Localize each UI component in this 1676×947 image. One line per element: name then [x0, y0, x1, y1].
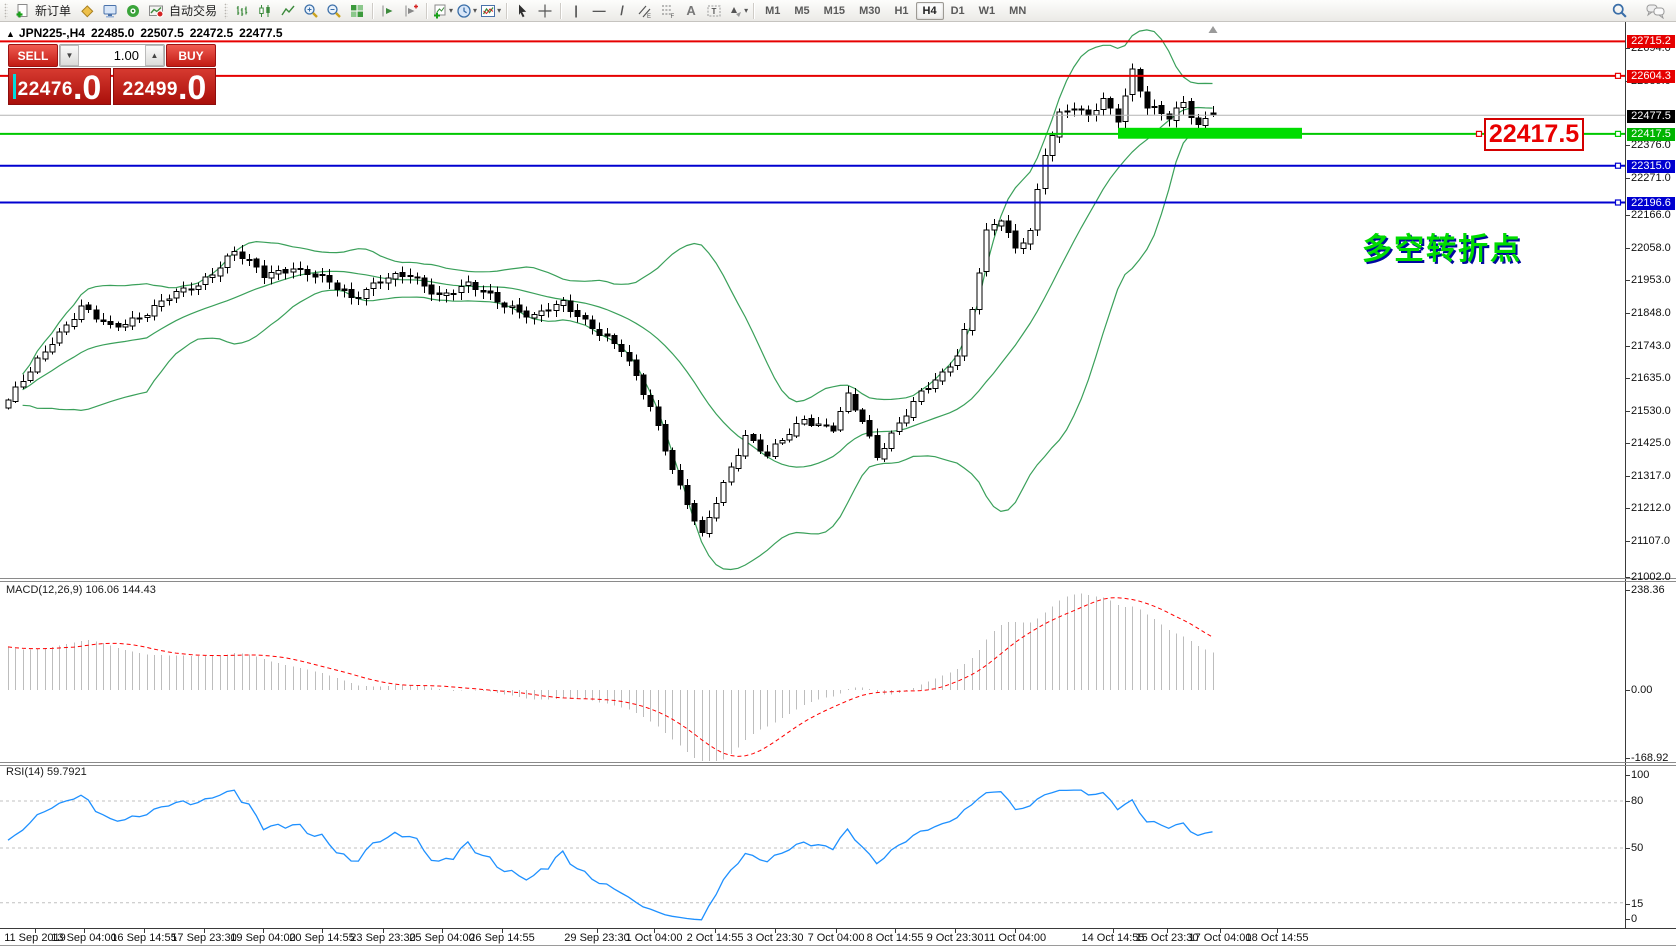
text-tool-icon[interactable]: A [686, 2, 696, 18]
svg-text:E: E [647, 14, 651, 19]
toolbar-separator [426, 2, 428, 19]
timeframe-toolbar: M1 M5 M15 M30 H1 H4 D1 W1 MN [758, 1, 1033, 20]
timeframe-button-m15[interactable]: M15 [823, 4, 846, 17]
text-label-tool-icon[interactable]: T [703, 2, 725, 20]
toolbar-separator [753, 2, 755, 19]
timeframe-button-m5[interactable]: M5 [794, 4, 810, 17]
chart-shift-icon[interactable] [377, 2, 399, 20]
trendline-tool-icon[interactable]: / [620, 2, 624, 18]
toolbar-separator [506, 2, 508, 19]
sell-price[interactable]: 22476 .0 [8, 68, 111, 105]
indicators-button[interactable]: ▾ [479, 2, 502, 20]
svg-text:F: F [671, 14, 675, 19]
webphone-icon[interactable] [122, 2, 144, 20]
chat-icon[interactable] [1644, 2, 1666, 20]
cursor-tool-icon[interactable] [511, 2, 533, 20]
timeframe-button-mn[interactable]: MN [1009, 4, 1027, 17]
zoom-in-icon[interactable] [300, 2, 322, 20]
timeframe-button-m30[interactable]: M30 [859, 4, 881, 17]
candlestick-mode-icon[interactable] [254, 2, 276, 20]
sell-price-main: 22476 [17, 79, 73, 100]
timeframe-button-w1[interactable]: W1 [978, 4, 996, 17]
fibonacci-tool-icon[interactable]: F [657, 2, 679, 20]
market-watch-icon[interactable] [99, 2, 121, 20]
chart-symbol-label: JPN225-,H4 [18, 26, 85, 40]
timeframe-button-h1[interactable]: H1 [894, 4, 909, 17]
ohlc-low: 22472.5 [189, 26, 234, 40]
turning-point-note[interactable]: 多空转折点 [1362, 233, 1522, 266]
volume-input[interactable]: 1.00 [113, 48, 139, 63]
one-click-trading-panel: SELL ▼ 1.00 ▲ BUY 22476 .0 22499 .0 [8, 44, 216, 105]
timeframe-button-d1[interactable]: D1 [950, 4, 965, 17]
search-icon[interactable] [1608, 2, 1630, 20]
macd-signal-line [7, 597, 1213, 757]
new-order-button[interactable] [11, 2, 33, 20]
volume-decrease-button[interactable]: ▼ [60, 45, 79, 66]
ohlc-open: 22485.0 [90, 26, 135, 40]
timeframe-button-m1[interactable]: M1 [765, 4, 781, 17]
candles [5, 63, 1217, 538]
bar-chart-mode-icon[interactable] [231, 2, 253, 20]
zoom-out-icon[interactable] [323, 2, 345, 20]
buy-price-frac: .0 [177, 68, 207, 107]
crosshair-tool-icon[interactable] [534, 2, 556, 20]
new-order-label[interactable]: 新订单 [35, 4, 72, 18]
one-click-collapse-arrow[interactable]: ▲ [6, 29, 15, 39]
rsi-label: RSI(14) 59.7921 [6, 766, 87, 778]
chevron-down-icon: ▾ [744, 6, 749, 15]
channel-tool-icon[interactable]: E [634, 2, 656, 20]
buy-price-main: 22499 [122, 79, 178, 100]
profiles-button[interactable]: ▾ [455, 2, 478, 20]
tile-windows-icon[interactable] [346, 2, 368, 20]
main-plot [5, 29, 1217, 571]
toolbar-grip[interactable] [4, 2, 8, 19]
volume-stepper: ▼ 1.00 ▲ [59, 44, 165, 67]
sell-button[interactable]: SELL [8, 44, 58, 67]
panel-frame [0, 22, 1676, 946]
buy-price[interactable]: 22499 .0 [113, 68, 216, 105]
autotrading-button[interactable] [145, 2, 167, 20]
arrows-tool-icon[interactable]: ▾ [726, 2, 749, 20]
main-toolbar: 新订单 自动交易 [0, 0, 1676, 22]
ohlc-high: 22507.5 [140, 26, 184, 40]
toolbar-grip[interactable] [224, 2, 229, 19]
vertical-line-tool-icon[interactable]: | [574, 2, 578, 18]
horizontal-line-tool-icon[interactable]: — [592, 2, 606, 18]
buy-button[interactable]: BUY [166, 44, 216, 67]
toolbar-separator [560, 2, 562, 19]
tick-direction-indicator [13, 74, 16, 99]
chevron-down-icon: ▾ [497, 6, 502, 15]
ohlc-close: 22477.5 [239, 26, 283, 40]
volume-increase-button[interactable]: ▲ [145, 45, 164, 66]
macd-histogram [8, 593, 1214, 761]
price-annotation-box[interactable]: 22417.5 [1484, 118, 1584, 151]
new-chart-button[interactable]: ▾ [431, 2, 454, 20]
chart-title: ▲ JPN225-,H4 22485.0 22507.5 22472.5 22477.5 [6, 26, 289, 40]
chevron-down-icon: ▾ [473, 6, 478, 15]
line-chart-mode-icon[interactable] [277, 2, 299, 20]
rsi-line [7, 789, 1213, 921]
autotrading-label[interactable]: 自动交易 [169, 4, 218, 18]
macd-label: MACD(12,26,9) 106.06 144.43 [6, 584, 156, 596]
auto-scroll-icon[interactable] [400, 2, 422, 20]
svg-text:T: T [712, 7, 717, 16]
gold-ticket-icon[interactable] [76, 2, 98, 20]
timeframe-button-h4[interactable]: H4 [915, 1, 944, 20]
chevron-down-icon: ▾ [449, 6, 454, 15]
toolbar-separator [372, 2, 374, 19]
sell-price-frac: .0 [72, 68, 102, 107]
